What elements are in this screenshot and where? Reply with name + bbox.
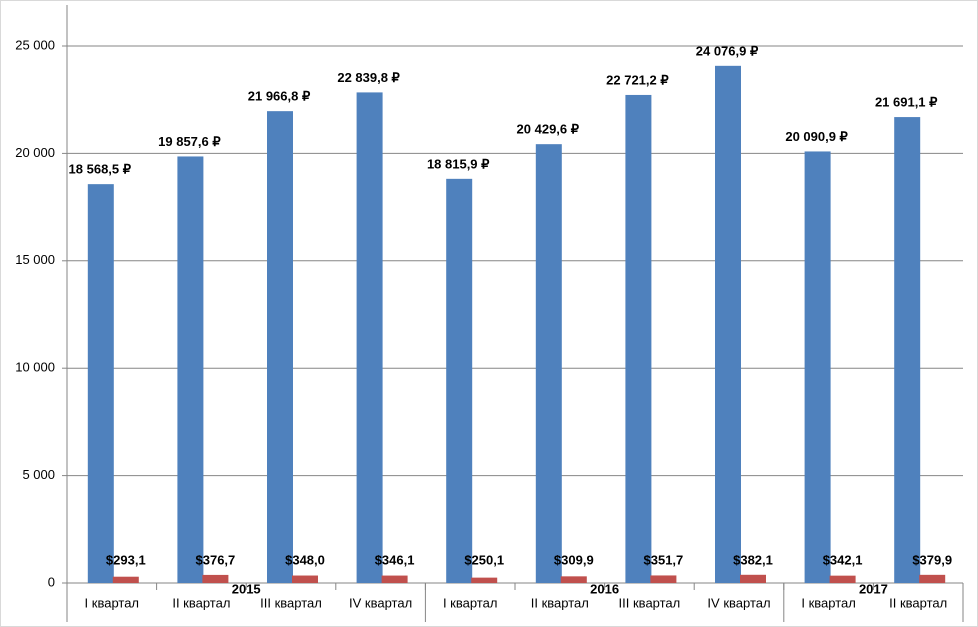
group-label: 2017 bbox=[859, 581, 888, 596]
bar bbox=[292, 575, 318, 583]
value-label: 18 568,5 ₽ bbox=[69, 162, 132, 177]
bar bbox=[535, 144, 562, 584]
bar bbox=[202, 574, 229, 583]
bar bbox=[650, 575, 677, 583]
bar bbox=[87, 184, 114, 583]
y-tick-label: 10 000 bbox=[15, 360, 55, 375]
x-tick-label: I квартал bbox=[801, 595, 855, 610]
x-tick-label: IV квартал bbox=[349, 595, 412, 610]
bar bbox=[356, 92, 383, 583]
value-label: 22 839,8 ₽ bbox=[337, 70, 400, 85]
value-label: 24 076,9 ₽ bbox=[696, 43, 759, 58]
y-tick-label: 15 000 bbox=[15, 252, 55, 267]
x-tick-label: III квартал bbox=[619, 595, 681, 610]
bar bbox=[177, 156, 204, 584]
value-label: 20 090,9 ₽ bbox=[785, 129, 848, 144]
bar bbox=[829, 575, 856, 583]
value-label: 20 429,6 ₽ bbox=[517, 122, 580, 137]
value-label: $293,1 bbox=[106, 552, 146, 567]
x-tick-label: I квартал bbox=[85, 595, 139, 610]
y-tick-label: 20 000 bbox=[15, 145, 55, 160]
bar bbox=[381, 575, 408, 583]
value-label: 21 966,8 ₽ bbox=[248, 89, 311, 104]
value-label: $376,7 bbox=[196, 552, 236, 567]
group-label: 2015 bbox=[232, 581, 261, 596]
y-tick-label: 25 000 bbox=[15, 37, 55, 52]
x-tick-label: II квартал bbox=[889, 595, 947, 610]
y-tick-label: 5 000 bbox=[22, 467, 55, 482]
value-label: $342,1 bbox=[823, 552, 863, 567]
bar bbox=[919, 574, 946, 583]
value-label: 18 815,9 ₽ bbox=[427, 156, 490, 171]
x-tick-label: III квартал bbox=[260, 595, 322, 610]
x-tick-label: II квартал bbox=[172, 595, 230, 610]
value-label: $250,1 bbox=[464, 552, 504, 567]
bar bbox=[560, 576, 587, 583]
bar bbox=[446, 178, 473, 583]
x-tick-label: IV квартал bbox=[707, 595, 770, 610]
x-tick-label: I квартал bbox=[443, 595, 497, 610]
bar bbox=[267, 111, 293, 583]
bar bbox=[894, 117, 921, 584]
bar bbox=[740, 574, 766, 583]
bar bbox=[625, 94, 652, 584]
value-label: $346,1 bbox=[375, 552, 415, 567]
x-tick-label: II квартал bbox=[531, 595, 589, 610]
bar bbox=[471, 577, 498, 583]
value-label: $379,9 bbox=[912, 552, 952, 567]
bar bbox=[112, 576, 139, 583]
bar bbox=[715, 65, 741, 583]
value-label: 19 857,6 ₽ bbox=[158, 134, 221, 149]
value-label: $309,9 bbox=[554, 552, 594, 567]
value-label: $382,1 bbox=[733, 552, 773, 567]
value-label: $351,7 bbox=[644, 552, 684, 567]
value-label: $348,0 bbox=[285, 552, 325, 567]
bar bbox=[804, 151, 831, 584]
value-label: 22 721,2 ₽ bbox=[606, 72, 669, 87]
group-label: 2016 bbox=[590, 581, 619, 596]
y-tick-label: 0 bbox=[48, 574, 55, 589]
value-label: 21 691,1 ₽ bbox=[875, 95, 938, 110]
